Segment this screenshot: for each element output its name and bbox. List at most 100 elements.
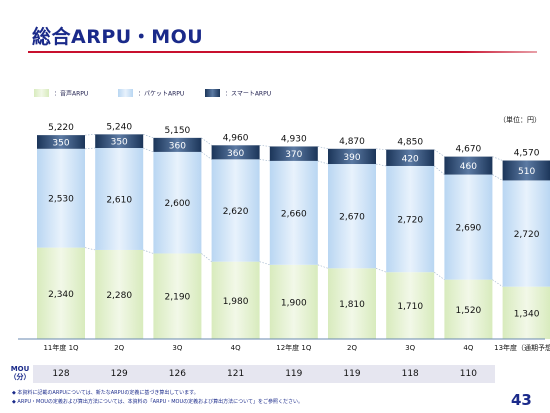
connector-line (201, 253, 212, 262)
connector-line (434, 165, 445, 175)
connector-line (375, 268, 387, 273)
total-label: 5,220 (48, 123, 74, 133)
value-label-smart: 360 (227, 149, 244, 159)
category-label: 12年度 1Q (276, 343, 312, 352)
value-label-voice: 1,980 (223, 297, 249, 307)
value-label-voice: 1,520 (456, 306, 482, 316)
mou-value: 118 (401, 369, 419, 379)
connector-line (375, 148, 387, 150)
bar-packet (328, 164, 376, 269)
connector-line (434, 149, 445, 157)
bar-voice (269, 264, 318, 339)
connector-line (492, 156, 503, 161)
legend-label-smart: ：スマートARPU (225, 91, 271, 98)
connector-line (143, 249, 154, 254)
bar-voice (95, 249, 144, 339)
value-labels: 2,340 2,530 350 5,220 2,280 2,610 350 5,240 2,19… (48, 122, 540, 319)
bar-packet (502, 180, 550, 287)
bar-voice (444, 279, 493, 339)
bar-smart (386, 149, 435, 166)
connector-line (259, 159, 270, 162)
value-label-packet: 2,670 (339, 213, 365, 223)
page-title: 総合ARPU・MOU (32, 26, 204, 48)
value-label-packet: 2,610 (106, 195, 132, 205)
connector-line (201, 151, 212, 160)
value-label-voice: 2,190 (165, 293, 191, 303)
value-label-smart: 350 (111, 138, 128, 148)
category-label: 3Q (172, 344, 182, 352)
mou-value: 126 (168, 369, 186, 379)
bar-voice (328, 268, 376, 339)
value-label-smart: 510 (518, 167, 535, 177)
category-label: 4Q (231, 344, 241, 352)
value-label-packet: 2,620 (223, 207, 249, 217)
connector-lines (84, 134, 503, 287)
bar-smart (95, 134, 144, 149)
legend-swatch-packet (118, 89, 133, 97)
mou-label: MOU（分） (9, 365, 31, 381)
category-labels: 11年度 1Q 2Q 3Q 4Q 12年度 1Q 2Q 3Q 4Q 13年度（通期予想） (43, 343, 550, 352)
value-label-smart: 350 (52, 138, 69, 148)
value-label-smart: 360 (169, 141, 186, 151)
value-label-smart: 390 (343, 153, 360, 163)
connector-line (143, 134, 154, 139)
legend-swatch-voice (34, 89, 49, 97)
legend-label-voice: ：音声ARPU (54, 90, 88, 98)
connector-line (317, 160, 329, 165)
total-label: 4,930 (281, 134, 307, 144)
value-label-voice: 1,340 (514, 309, 540, 319)
connector-line (84, 147, 96, 150)
legend-label-packet: ：パケットARPU (138, 91, 184, 98)
mou-value: 121 (227, 369, 245, 379)
connector-line (317, 146, 329, 150)
bar-packet (444, 174, 493, 280)
connector-line (317, 264, 329, 269)
value-label-packet: 2,690 (456, 224, 482, 234)
value-label-packet: 2,720 (514, 230, 540, 240)
bar-smart (328, 148, 376, 165)
total-label: 5,240 (106, 122, 132, 132)
bar-voice (502, 286, 550, 339)
category-label: 4Q (463, 344, 473, 352)
bar-voice (153, 253, 202, 339)
bar-packet (37, 148, 85, 248)
value-label-voice: 2,340 (48, 290, 74, 300)
connector-line (84, 134, 96, 136)
footnote-2: ◆ ARPU・MOUの定義および算出方法については、本資料の「ARPU・MOUの… (12, 399, 303, 405)
unit-label: （単位：円） (499, 115, 541, 124)
mou-value: 119 (285, 369, 303, 379)
connector-line (201, 137, 212, 146)
value-label-packet: 2,660 (281, 209, 307, 219)
connector-line (492, 174, 503, 181)
connector-line (434, 271, 445, 280)
legend-swatch-smart (205, 89, 220, 97)
bar-voice (211, 261, 260, 339)
category-label: 2Q (347, 344, 357, 352)
connector-line (492, 279, 503, 287)
mou-value: 128 (52, 369, 70, 379)
value-label-voice: 1,810 (339, 300, 365, 310)
total-label: 5,150 (165, 126, 191, 136)
connector-line (259, 144, 270, 147)
footnote-1: ◆ 本資料に記載のARPUについては、新たなARPUの定義に基づき算出しています… (12, 390, 199, 396)
bar-voice (386, 272, 435, 339)
value-label-packet: 2,600 (165, 199, 191, 209)
category-label: 11年度 1Q (43, 343, 79, 352)
mou-value: 119 (343, 369, 361, 379)
value-label-smart: 370 (285, 150, 302, 160)
category-label: 13年度（通期予想） (494, 343, 550, 352)
bar-packet (269, 160, 318, 265)
connector-line (84, 247, 96, 251)
bar-smart (444, 156, 493, 175)
total-label: 4,960 (223, 133, 249, 143)
total-label: 4,870 (339, 137, 365, 147)
value-label-voice: 1,710 (397, 302, 423, 312)
value-label-voice: 1,900 (281, 298, 307, 308)
category-label: 3Q (405, 344, 415, 352)
connector-line (259, 261, 270, 266)
value-label-smart: 460 (460, 162, 477, 172)
mou-value: 129 (110, 369, 128, 379)
total-label: 4,670 (456, 145, 482, 155)
bar-packet (153, 151, 202, 254)
